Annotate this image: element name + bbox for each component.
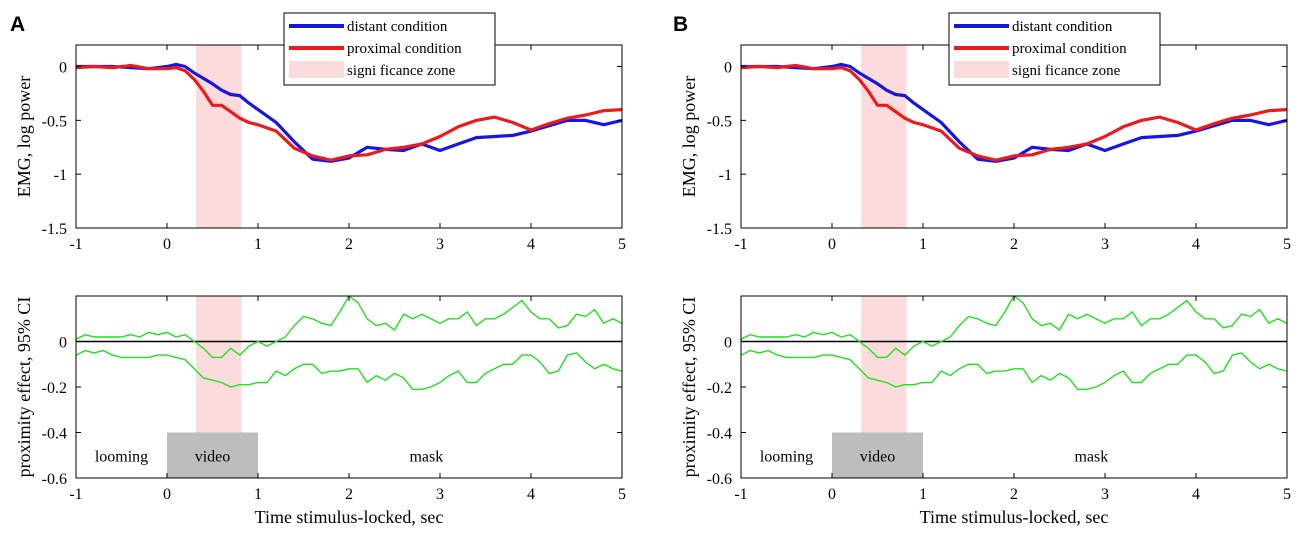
x-axis-label: Time stimulus-locked, sec xyxy=(920,507,1109,527)
x-tick-label: 4 xyxy=(1192,236,1200,253)
legend-label: proximal condition xyxy=(347,41,462,57)
y-tick-label: -0.6 xyxy=(707,471,732,488)
legend-swatch-significance xyxy=(954,61,1009,78)
ci-upper-line xyxy=(76,296,622,359)
x-tick-label: -1 xyxy=(734,486,747,503)
x-tick-label: 3 xyxy=(1101,236,1109,253)
stimulus-box-video xyxy=(832,432,923,478)
legend-label: proximal condition xyxy=(1012,41,1127,57)
stimulus-label-mask: mask xyxy=(409,448,443,465)
x-tick-label: 5 xyxy=(1283,486,1291,503)
legend-label: distant condition xyxy=(347,19,448,35)
panel-letter-b: B xyxy=(673,13,688,36)
x-tick-label: 5 xyxy=(618,236,626,253)
y-tick-label: 0 xyxy=(724,60,732,77)
y-axis-label: proximity effect, 95% CI xyxy=(14,297,34,478)
stimulus-label-video: video xyxy=(860,448,896,465)
x-tick-label: 3 xyxy=(1101,486,1109,503)
stimulus-label-mask: mask xyxy=(1074,448,1108,465)
y-tick-label: -1.5 xyxy=(707,221,732,238)
x-axis-label: Time stimulus-locked, sec xyxy=(255,507,444,527)
y-tick-label: -1 xyxy=(719,167,732,184)
x-tick-label: 5 xyxy=(618,486,626,503)
axes-box xyxy=(75,295,623,479)
stimulus-box-video xyxy=(167,432,258,478)
x-tick-label: 4 xyxy=(527,486,535,503)
proximal-line xyxy=(741,63,1287,162)
x-tick-label: 2 xyxy=(1010,236,1018,253)
legend-label: signi ficance zone xyxy=(1012,63,1121,79)
significance-zone xyxy=(861,45,907,228)
panel-letter-a: A xyxy=(10,13,25,36)
y-tick-label: -0.5 xyxy=(42,113,67,130)
x-tick-label: 1 xyxy=(254,486,262,503)
ci-lower-line xyxy=(741,349,1287,390)
x-tick-label: 1 xyxy=(254,236,262,253)
y-tick-label: -0.2 xyxy=(42,380,67,397)
significance-zone xyxy=(196,45,242,228)
x-tick-label: 0 xyxy=(828,236,836,253)
x-tick-label: 3 xyxy=(436,486,444,503)
legend-swatch-significance xyxy=(289,61,344,78)
y-tick-label: -1 xyxy=(54,167,67,184)
y-tick-label: 0 xyxy=(724,335,732,352)
y-axis-label: EMG, log power xyxy=(14,76,34,197)
y-tick-label: -0.4 xyxy=(707,426,732,443)
stimulus-label-looming: looming xyxy=(760,448,813,465)
x-tick-label: -1 xyxy=(69,236,82,253)
legend-label: signi ficance zone xyxy=(347,63,456,79)
axes-box xyxy=(740,295,1288,479)
x-tick-label: 0 xyxy=(828,486,836,503)
y-tick-label: 0 xyxy=(59,60,67,77)
chart-a-bottom: looming video mask -1 0 1 2 3 4 5 0 -0.2 -0.4 -0.6 pro… xyxy=(14,295,626,527)
y-tick-label: -0.4 xyxy=(42,426,67,443)
x-tick-label: 4 xyxy=(1192,486,1200,503)
x-tick-label: 1 xyxy=(919,486,927,503)
y-tick-label: -0.2 xyxy=(707,380,732,397)
y-tick-label: -0.5 xyxy=(707,113,732,130)
stimulus-label-video: video xyxy=(195,448,231,465)
y-tick-label: -0.6 xyxy=(42,471,67,488)
y-axis-label: proximity effect, 95% CI xyxy=(679,297,699,478)
x-tick-label: 0 xyxy=(163,236,171,253)
stimulus-label-looming: looming xyxy=(95,448,148,465)
y-axis-label: EMG, log power xyxy=(679,76,699,197)
x-tick-label: 1 xyxy=(919,236,927,253)
legend-label: distant condition xyxy=(1012,19,1113,35)
y-tick-label: 0 xyxy=(59,335,67,352)
x-tick-label: 2 xyxy=(345,236,353,253)
x-tick-label: -1 xyxy=(69,486,82,503)
x-tick-label: 0 xyxy=(163,486,171,503)
x-tick-label: 2 xyxy=(1010,486,1018,503)
x-tick-label: 3 xyxy=(436,236,444,253)
chart-b-bottom: looming video mask -1 0 1 2 3 4 5 0 -0.2 -0.4 -0.6 pro… xyxy=(679,295,1291,527)
x-tick-label: -1 xyxy=(734,236,747,253)
y-tick-label: -1.5 xyxy=(42,221,67,238)
ci-upper-line xyxy=(741,296,1287,359)
x-tick-label: 4 xyxy=(527,236,535,253)
ci-lower-line xyxy=(76,349,622,390)
x-tick-label: 5 xyxy=(1283,236,1291,253)
proximal-line xyxy=(76,63,622,162)
x-tick-label: 2 xyxy=(345,486,353,503)
